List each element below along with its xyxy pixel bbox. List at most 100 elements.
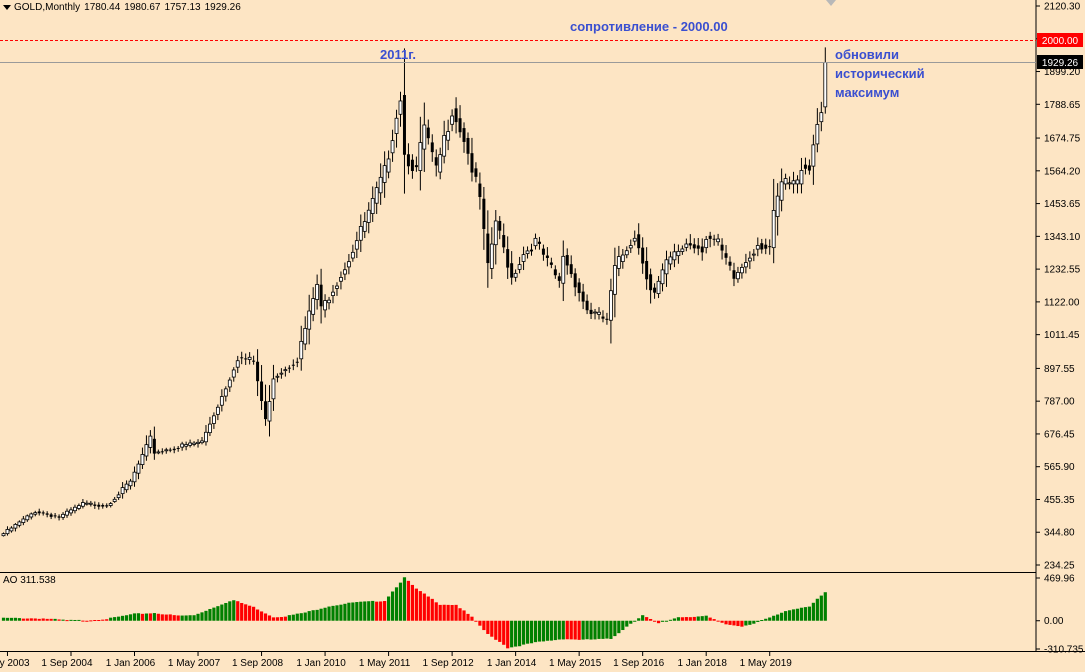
candle bbox=[235, 355, 240, 373]
dropdown-icon[interactable] bbox=[3, 4, 11, 10]
ao-bar bbox=[152, 613, 156, 621]
ao-bar bbox=[363, 601, 367, 621]
ao-bar bbox=[343, 603, 347, 621]
candle-body-down bbox=[573, 273, 577, 288]
ao-bar bbox=[216, 606, 220, 621]
candle-body-up bbox=[204, 431, 208, 443]
candle bbox=[271, 364, 276, 411]
candle bbox=[545, 247, 549, 267]
candle bbox=[577, 278, 581, 302]
candle-body-up bbox=[799, 170, 804, 185]
candle bbox=[200, 436, 204, 445]
candle-body-down bbox=[732, 270, 736, 279]
candle bbox=[549, 257, 553, 269]
candle-body-down bbox=[240, 357, 244, 359]
scroll-marker-icon[interactable] bbox=[826, 0, 836, 6]
candle-body-up bbox=[609, 290, 613, 321]
candle bbox=[29, 512, 34, 520]
candle bbox=[807, 159, 811, 175]
ao-bar bbox=[712, 619, 716, 621]
ao-bar bbox=[585, 620, 589, 640]
ao-bar bbox=[478, 620, 482, 626]
candle-body-down bbox=[287, 367, 291, 369]
candle bbox=[350, 244, 355, 262]
candle bbox=[530, 243, 534, 256]
ao-bar bbox=[676, 617, 680, 621]
candle bbox=[684, 238, 689, 252]
candle-body-down bbox=[97, 504, 101, 507]
candle bbox=[799, 157, 804, 194]
time-tick-label: 1 Sep 2008 bbox=[232, 658, 284, 669]
ao-bar bbox=[692, 616, 696, 621]
candle-body-down bbox=[256, 361, 260, 382]
ao-bar bbox=[518, 620, 522, 647]
candle-body-up bbox=[620, 254, 625, 262]
ao-bar bbox=[645, 617, 649, 621]
price-tick-label: 1899.20 bbox=[1044, 67, 1081, 78]
candle-body-up bbox=[275, 375, 280, 378]
candle bbox=[751, 249, 756, 262]
candle bbox=[116, 491, 121, 500]
record-line-2: исторический bbox=[835, 66, 925, 81]
candle bbox=[192, 441, 196, 447]
ao-bar bbox=[156, 613, 160, 621]
candle-body-down bbox=[45, 513, 49, 515]
ao-bar bbox=[271, 617, 276, 621]
candle bbox=[755, 237, 760, 257]
candle-body-down bbox=[462, 128, 466, 142]
candle bbox=[378, 163, 383, 205]
ao-bar bbox=[248, 605, 252, 621]
candle-body-down bbox=[557, 276, 561, 281]
ao-bar bbox=[414, 588, 418, 621]
candle-body-down bbox=[728, 261, 732, 266]
ao-bar bbox=[402, 577, 407, 621]
candle-body-up bbox=[323, 300, 327, 311]
candle bbox=[140, 447, 145, 470]
last-price-label-bg bbox=[1037, 55, 1083, 69]
candle-body-up bbox=[672, 251, 677, 261]
ao-bar bbox=[105, 619, 109, 621]
candle bbox=[561, 240, 566, 302]
price-tick-label: 1453.65 bbox=[1044, 199, 1081, 210]
candle-body-up bbox=[775, 195, 780, 217]
candle-body-up bbox=[489, 243, 494, 269]
ao-bar bbox=[629, 620, 633, 624]
candle bbox=[264, 384, 268, 426]
candle-body-down bbox=[168, 449, 172, 451]
ao-bar bbox=[77, 619, 81, 621]
candle-body-up bbox=[215, 406, 220, 415]
candle-body-down bbox=[506, 249, 510, 268]
candle-body-up bbox=[740, 267, 744, 274]
candle bbox=[637, 223, 641, 255]
ao-bar bbox=[680, 617, 684, 621]
ao-bar bbox=[565, 620, 569, 640]
low-value: 1757.13 bbox=[164, 2, 201, 13]
candle bbox=[9, 526, 14, 533]
candle-body-down bbox=[172, 448, 176, 451]
ao-bar bbox=[521, 620, 526, 645]
ao-bar bbox=[795, 608, 800, 621]
ao-bar bbox=[335, 605, 339, 621]
candle-body-up bbox=[343, 269, 347, 275]
candle bbox=[196, 439, 200, 448]
candle bbox=[474, 162, 478, 183]
candle bbox=[390, 129, 395, 162]
price-tick-label: 1788.65 bbox=[1044, 100, 1081, 111]
ao-bar bbox=[652, 620, 657, 622]
candle bbox=[696, 237, 700, 256]
candle-body-down bbox=[545, 255, 549, 258]
symbol-label: GOLD,Monthly bbox=[14, 2, 81, 13]
time-tick-label: 1 Jan 2018 bbox=[677, 658, 727, 669]
candle bbox=[466, 132, 470, 165]
ao-bar bbox=[323, 607, 327, 621]
ao-bar bbox=[124, 615, 129, 621]
candle bbox=[17, 520, 22, 528]
candle-body-down bbox=[406, 154, 410, 167]
ao-bar bbox=[45, 618, 49, 621]
candle-body-up bbox=[196, 441, 200, 444]
price-tick-label: 344.80 bbox=[1044, 528, 1075, 539]
ao-bar bbox=[426, 596, 430, 621]
candle bbox=[815, 108, 820, 153]
